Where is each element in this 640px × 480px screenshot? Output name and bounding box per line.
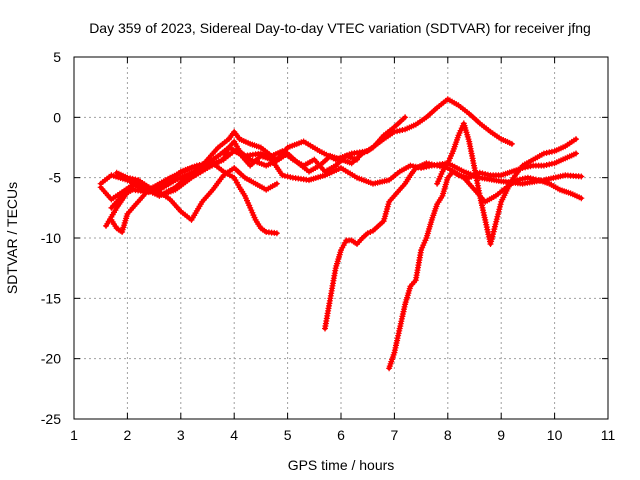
chart-title: Day 359 of 2023, Sidereal Day-to-day VTE… (89, 20, 591, 36)
x-tick-label: 11 (601, 427, 616, 443)
x-tick-label: 3 (177, 427, 185, 443)
x-tick-label: 5 (284, 427, 292, 443)
y-tick-label: 0 (53, 109, 61, 125)
x-tick-label: 8 (444, 427, 452, 443)
series-markers (103, 96, 515, 229)
y-axis-label: SDTVAR / TECUs (4, 182, 20, 294)
series-track-5 (108, 160, 280, 237)
series-track-6 (113, 165, 280, 223)
x-tick-label: 2 (124, 427, 132, 443)
series-track-8 (386, 168, 585, 372)
x-axis-label: GPS time / hours (288, 457, 395, 473)
x-axis-ticks: 1 2 3 4 5 6 7 8 9 10 11 (70, 57, 615, 443)
data-series (97, 96, 585, 372)
y-tick-label: -15 (41, 290, 61, 306)
y-tick-label: -25 (41, 411, 61, 427)
series-markers (113, 165, 280, 223)
x-tick-label: 10 (547, 427, 563, 443)
y-tick-label: -5 (49, 170, 62, 186)
grid-lines (74, 57, 608, 419)
series-markers (434, 120, 579, 247)
y-tick-label: -10 (41, 230, 61, 246)
series-markers (108, 160, 280, 237)
series-track-9 (434, 120, 579, 247)
y-tick-label: 5 (53, 49, 61, 65)
series-markers (97, 128, 360, 203)
y-tick-label: -20 (41, 351, 61, 367)
y-axis-ticks: 5 0 -5 -10 -15 -20 -25 (41, 49, 608, 427)
x-tick-label: 9 (497, 427, 505, 443)
x-tick-label: 7 (391, 427, 399, 443)
x-tick-label: 4 (230, 427, 238, 443)
series-track-4 (97, 128, 360, 203)
series-markers (386, 168, 585, 372)
x-tick-label: 1 (70, 427, 78, 443)
x-tick-label: 6 (337, 427, 345, 443)
